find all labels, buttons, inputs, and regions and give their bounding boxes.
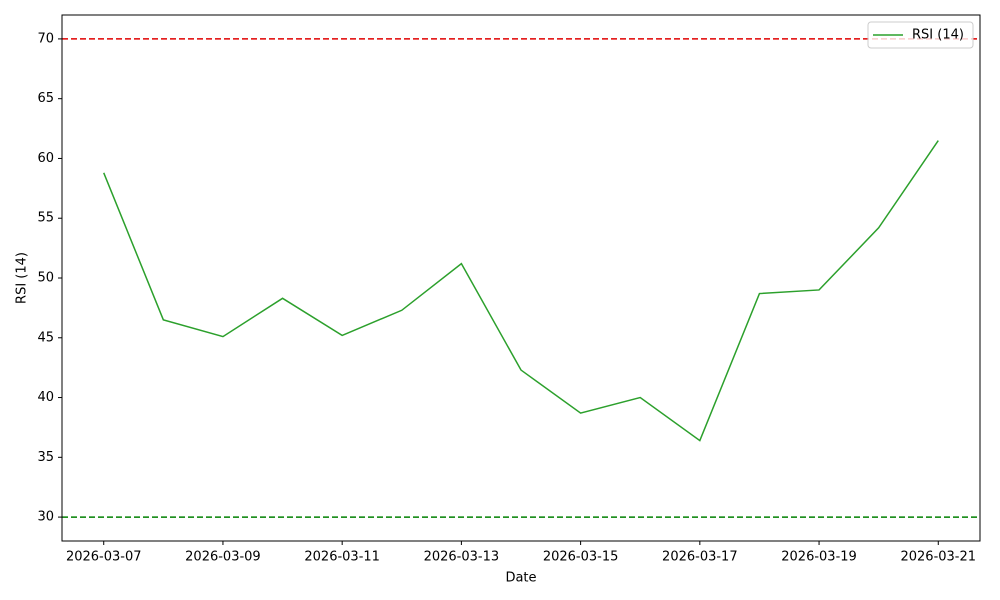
- y-tick-label: 50: [37, 271, 54, 286]
- legend-box: [867, 21, 974, 49]
- plot-frame: [61, 14, 981, 542]
- x-tick-label: 2026-03-19: [781, 550, 857, 565]
- y-axis-label: RSI (14): [15, 252, 30, 304]
- x-tick-label: 2026-03-21: [900, 550, 976, 565]
- y-tick-label: 40: [37, 390, 54, 405]
- x-axis-label: Date: [505, 571, 536, 586]
- data-line: [103, 140, 939, 442]
- x-tick-label: 2026-03-13: [424, 550, 500, 565]
- y-tick-label: 55: [37, 211, 54, 226]
- y-tick-label: 30: [37, 510, 54, 525]
- y-tick-label: 65: [37, 91, 54, 106]
- y-tick-label: 60: [37, 151, 54, 166]
- y-tick-label: 35: [37, 450, 54, 465]
- x-tick-label: 2026-03-09: [185, 550, 261, 565]
- x-tick-label: 2026-03-17: [662, 550, 738, 565]
- legend-label: RSI (14): [912, 28, 964, 43]
- x-tick-label: 2026-03-11: [304, 550, 380, 565]
- y-tick-label: 70: [37, 31, 54, 46]
- x-tick-label: 2026-03-07: [66, 550, 142, 565]
- y-tick-label: 45: [37, 330, 54, 345]
- x-tick-label: 2026-03-15: [543, 550, 619, 565]
